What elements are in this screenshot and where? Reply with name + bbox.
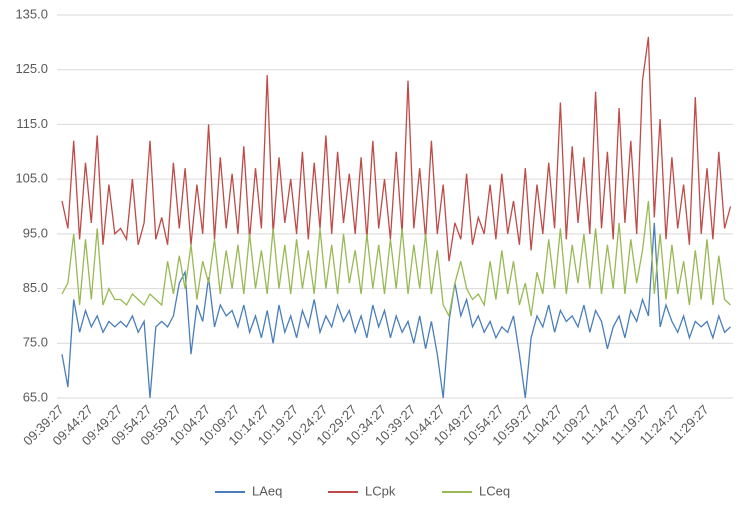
- y-tick-label: 85.0: [23, 280, 48, 295]
- y-tick-label: 125.0: [15, 61, 48, 76]
- y-tick-label: 95.0: [23, 225, 48, 240]
- y-tick-label: 115.0: [16, 116, 48, 131]
- y-tick-label: 105.0: [15, 171, 48, 186]
- legend-label: LCpk: [365, 483, 396, 498]
- series-line: [61, 222, 731, 399]
- y-tick-label: 65.0: [23, 389, 48, 404]
- legend-label: LAeq: [252, 483, 282, 498]
- y-tick-label: 75.0: [23, 335, 48, 350]
- legend-label: LCeq: [479, 483, 510, 498]
- series-line: [61, 36, 732, 262]
- y-tick-label: 135.0: [15, 6, 48, 21]
- series-line: [61, 200, 731, 318]
